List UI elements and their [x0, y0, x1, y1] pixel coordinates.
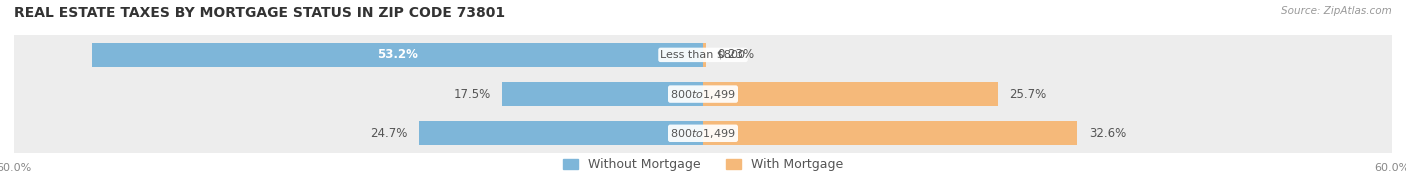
- Bar: [419, 121, 703, 145]
- Bar: [93, 43, 703, 67]
- Text: $800 to $1,499: $800 to $1,499: [671, 127, 735, 140]
- Text: 24.7%: 24.7%: [371, 127, 408, 140]
- Bar: [703, 121, 1077, 145]
- Bar: [703, 43, 706, 67]
- Text: 25.7%: 25.7%: [1010, 88, 1047, 101]
- Bar: [14, 74, 1392, 114]
- Bar: [703, 82, 998, 106]
- Text: 0.23%: 0.23%: [717, 48, 754, 61]
- Text: 17.5%: 17.5%: [453, 88, 491, 101]
- Text: REAL ESTATE TAXES BY MORTGAGE STATUS IN ZIP CODE 73801: REAL ESTATE TAXES BY MORTGAGE STATUS IN …: [14, 6, 505, 20]
- Bar: [14, 114, 1392, 153]
- Text: Less than $800: Less than $800: [661, 50, 745, 60]
- Legend: Without Mortgage, With Mortgage: Without Mortgage, With Mortgage: [558, 153, 848, 176]
- Text: Source: ZipAtlas.com: Source: ZipAtlas.com: [1281, 6, 1392, 16]
- Bar: [14, 35, 1392, 74]
- Text: 53.2%: 53.2%: [377, 48, 418, 61]
- Text: 32.6%: 32.6%: [1088, 127, 1126, 140]
- Text: $800 to $1,499: $800 to $1,499: [671, 88, 735, 101]
- Bar: [502, 82, 703, 106]
